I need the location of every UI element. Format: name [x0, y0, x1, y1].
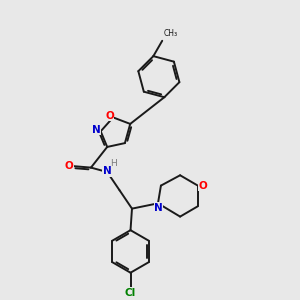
Text: H: H: [110, 159, 117, 168]
Text: O: O: [199, 181, 208, 190]
Text: Cl: Cl: [125, 288, 136, 298]
Text: O: O: [105, 111, 114, 121]
Text: CH₃: CH₃: [164, 29, 178, 38]
Text: O: O: [65, 161, 74, 171]
Text: N: N: [103, 166, 112, 176]
Text: N: N: [92, 125, 100, 135]
Text: N: N: [154, 203, 163, 213]
